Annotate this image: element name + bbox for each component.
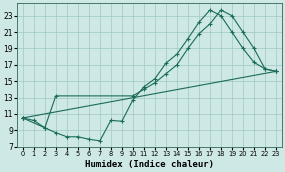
X-axis label: Humidex (Indice chaleur): Humidex (Indice chaleur)	[85, 159, 214, 169]
